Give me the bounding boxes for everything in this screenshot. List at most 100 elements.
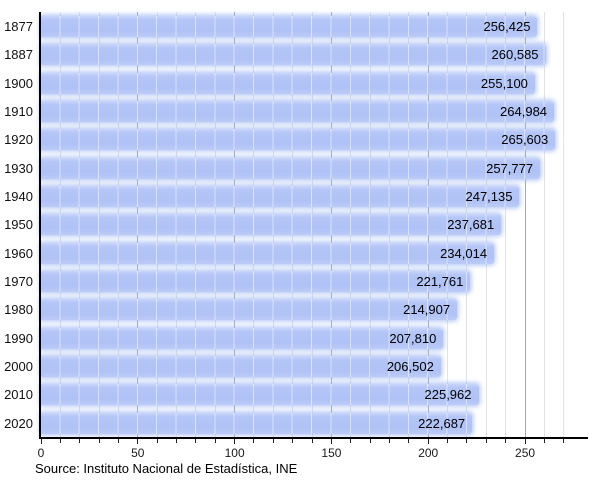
bar: 265,603 — [41, 129, 556, 151]
bar-value-label: 214,907 — [403, 302, 451, 318]
y-axis-label: 1980 — [4, 302, 33, 318]
x-axis-tick — [466, 439, 468, 443]
bar-value-label: 260,585 — [491, 47, 539, 63]
y-axis-label: 1887 — [4, 47, 33, 63]
bar-row: 256,425 — [41, 12, 587, 40]
x-tick-label: 0 — [37, 446, 45, 460]
bar: 207,810 — [41, 327, 444, 349]
bar: 237,681 — [41, 214, 502, 236]
bar: 257,777 — [41, 157, 541, 179]
bar-value-label: 255,100 — [480, 75, 528, 91]
bar-gloss-stripes — [41, 157, 541, 179]
bar-row: 222,687 — [41, 409, 587, 437]
bar-value-label: 237,681 — [447, 217, 495, 233]
x-axis-tick — [505, 439, 507, 443]
bar-gloss-stripes — [41, 356, 441, 377]
y-axis-label: 2010 — [4, 387, 33, 403]
bar-row: 225,962 — [41, 380, 587, 408]
x-axis-tick — [427, 439, 429, 444]
bar-value-label: 264,984 — [500, 104, 548, 119]
bar-gloss-stripes — [41, 72, 535, 94]
x-axis-tick — [350, 439, 352, 443]
y-axis-label: 1940 — [4, 189, 33, 204]
bar-row: 237,681 — [41, 210, 587, 238]
bar-row: 247,135 — [41, 182, 587, 210]
bar-value-label: 257,777 — [486, 160, 534, 176]
bar-row: 264,984 — [41, 97, 587, 125]
plot-area: 256,425 260,585 255,100 264,984 265,603 257,7… — [41, 12, 587, 437]
bar-gloss-stripes — [41, 271, 471, 292]
bar-value-label: 234,014 — [440, 245, 488, 261]
bar: 206,502 — [41, 356, 441, 377]
x-axis-tick — [563, 439, 565, 443]
y-axis-label: 1950 — [4, 217, 33, 233]
bar-value-label: 265,603 — [501, 132, 549, 148]
minor-gridline — [543, 12, 545, 437]
y-axis-label: 1920 — [4, 132, 33, 148]
x-axis-tick — [40, 439, 42, 444]
y-axis-label: 1990 — [4, 330, 33, 346]
x-axis-tick — [447, 439, 449, 443]
x-axis-tick — [330, 439, 332, 444]
y-axis-label: 1930 — [4, 160, 33, 176]
bar-gloss-stripes — [41, 242, 495, 264]
y-axis-label: 1900 — [4, 75, 33, 91]
x-axis-tick — [234, 439, 236, 444]
bar: 264,984 — [41, 101, 555, 122]
x-axis-line — [39, 437, 588, 439]
x-tick-label: 250 — [515, 446, 536, 460]
x-axis-tick — [292, 439, 294, 443]
bar-value-label: 256,425 — [483, 19, 531, 34]
bar-value-label: 221,761 — [416, 274, 464, 289]
bar-row: 265,603 — [41, 125, 587, 153]
bar: 214,907 — [41, 299, 458, 321]
y-axis-label: 1960 — [4, 245, 33, 261]
bar-row: 207,810 — [41, 324, 587, 352]
bar-gloss-stripes — [41, 299, 458, 321]
x-axis-tick — [59, 439, 61, 443]
source-caption: Source: Instituto Nacional de Estadístic… — [35, 461, 298, 476]
bar-row: 214,907 — [41, 295, 587, 323]
y-axis-label: 2020 — [4, 415, 33, 431]
x-axis-tick — [311, 439, 313, 443]
x-axis-tick — [485, 439, 487, 443]
bar-gloss-stripes — [41, 16, 538, 37]
bar: 255,100 — [41, 72, 535, 94]
bar: 234,014 — [41, 242, 495, 264]
minor-gridline — [563, 12, 565, 437]
bar: 225,962 — [41, 384, 479, 406]
x-tick-label: 200 — [418, 446, 439, 460]
bar: 256,425 — [41, 16, 538, 37]
bar: 260,585 — [41, 44, 546, 66]
bar-value-label: 225,962 — [424, 387, 472, 403]
bar-gloss-stripes — [41, 129, 556, 151]
bar: 247,135 — [41, 186, 520, 207]
minor-gridline — [505, 12, 507, 437]
x-tick-label: 100 — [224, 446, 245, 460]
x-axis-tick — [98, 439, 100, 443]
y-axis-label: 1877 — [4, 19, 33, 34]
y-axis-label: 2000 — [4, 359, 33, 374]
x-axis-tick — [272, 439, 274, 443]
bar-value-label: 207,810 — [389, 330, 437, 346]
y-axis-label: 1910 — [4, 104, 33, 119]
x-axis-tick — [408, 439, 410, 443]
bar: 221,761 — [41, 271, 471, 292]
bar-row: 206,502 — [41, 352, 587, 380]
bar-gloss-stripes — [41, 101, 555, 122]
bar-gloss-stripes — [41, 384, 479, 406]
bar-gloss-stripes — [41, 44, 546, 66]
x-axis-tick — [195, 439, 197, 443]
x-axis-tick — [389, 439, 390, 443]
x-axis-tick — [524, 439, 526, 444]
x-tick-label: 150 — [321, 446, 342, 460]
x-axis-tick — [79, 439, 81, 443]
y-axis-label: 1970 — [4, 274, 33, 289]
bar-row: 255,100 — [41, 69, 587, 97]
x-axis-tick — [156, 439, 158, 443]
bar-row: 260,585 — [41, 40, 587, 68]
x-axis-tick — [117, 439, 119, 443]
x-tick-label: 50 — [131, 446, 145, 460]
bar: 222,687 — [41, 412, 473, 434]
